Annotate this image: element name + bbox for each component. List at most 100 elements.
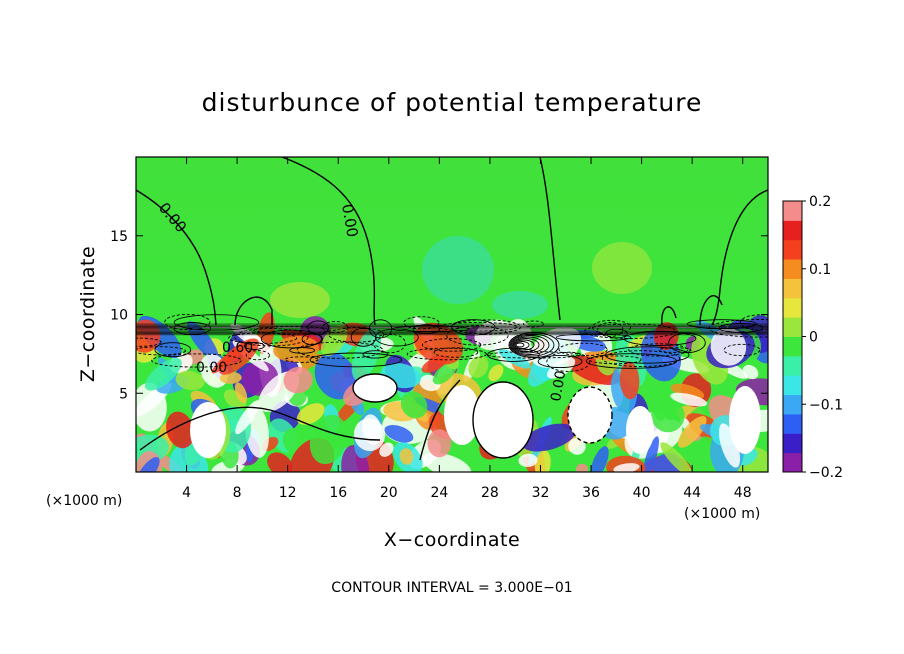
- colorbar-ticks: 0.2 0.1 0 −0.1 −0.2: [802, 194, 843, 481]
- x-tick-label: 16: [329, 485, 347, 501]
- field-blob: [670, 383, 705, 400]
- contour-line: [510, 335, 550, 355]
- colorbar-segment: [783, 394, 802, 415]
- contour-line: [352, 373, 398, 403]
- colorbar-segment: [783, 259, 802, 279]
- field-blob: [175, 370, 205, 391]
- colorbar-segment: [783, 317, 802, 337]
- x-tick-label: 4: [182, 485, 191, 501]
- contour-line: [289, 347, 316, 354]
- contour-line: [628, 343, 689, 357]
- contour-line: [487, 351, 581, 359]
- contour-line: [151, 353, 242, 368]
- field-blob: [399, 448, 414, 465]
- field-blob: [546, 357, 576, 379]
- contour-line: [243, 342, 265, 350]
- colorbar-segment: [783, 375, 802, 396]
- field-blob: [518, 453, 538, 468]
- contour-label: 0.60: [222, 340, 253, 356]
- contour-line: [668, 332, 706, 354]
- contour-line: [601, 350, 681, 367]
- field-blob: [218, 338, 259, 375]
- contour-line: [512, 338, 540, 352]
- chart-title: disturbunce of potential temperature: [202, 88, 703, 117]
- vortex-core: [444, 385, 480, 445]
- field-blob: [660, 442, 693, 472]
- field-blob: [488, 364, 504, 382]
- contour-line: [154, 342, 192, 358]
- field-blob: [590, 446, 609, 472]
- x-axis-unit: (×1000 m): [684, 506, 760, 522]
- plot-area: [136, 157, 768, 472]
- field-blob: [619, 361, 640, 400]
- colorbar-tick-label: −0.1: [809, 397, 843, 413]
- contour-line: [592, 319, 631, 335]
- contour-line: [539, 157, 561, 321]
- field-blob: [136, 457, 160, 472]
- contour-line: [322, 321, 349, 334]
- x-axis: 4 8 12 16 20 24 28 32 36 40 44 48: [182, 157, 752, 501]
- contour-line: [537, 354, 583, 369]
- contour-line: [136, 189, 217, 326]
- field-blob: [145, 358, 182, 391]
- field-blob: [642, 436, 659, 472]
- field-blob: [670, 392, 708, 407]
- x-tick-label: 36: [582, 485, 600, 501]
- colorbar-segment: [783, 433, 802, 454]
- contour-line: [245, 350, 270, 361]
- colorbar-tick-label: 0: [809, 330, 818, 346]
- vortex-core: [568, 387, 612, 443]
- contour-line: [567, 386, 613, 444]
- field-blob: [742, 364, 759, 380]
- field-blob: [498, 349, 531, 369]
- field-blob: [468, 356, 489, 378]
- field-blob: [283, 366, 313, 394]
- field-blob: [219, 371, 242, 384]
- colorbar-tick-label: 0.2: [809, 194, 831, 210]
- contour-line: [164, 313, 211, 331]
- contour-line: [438, 321, 518, 332]
- contour-label: 0.00: [196, 360, 227, 376]
- field-blob: [234, 382, 248, 404]
- field-blob: [314, 352, 357, 400]
- x-axis-title: X−coordinate: [384, 529, 520, 551]
- contour-line: [136, 337, 162, 347]
- field-blob: [422, 452, 472, 472]
- contour-line: [658, 347, 692, 353]
- contour-line: [511, 336, 545, 354]
- contour-line: [546, 351, 591, 372]
- colorbar-segment: [783, 355, 802, 376]
- y-tick-label: 15: [110, 229, 128, 245]
- colorbar-segment: [783, 278, 802, 299]
- contour-line: [472, 381, 534, 459]
- vortex-core: [729, 386, 761, 454]
- field-blob: [309, 414, 348, 465]
- contour-line: [718, 323, 763, 334]
- x-tick-label: 28: [481, 485, 499, 501]
- contour-line: [513, 339, 535, 351]
- contour-line: [234, 296, 273, 326]
- contour-line: [284, 356, 319, 363]
- contour-line: [403, 316, 440, 330]
- colorbar-segment: [783, 201, 802, 221]
- contour-line: [585, 353, 678, 369]
- contour-line: [508, 332, 560, 358]
- contour-line: [419, 379, 461, 461]
- vortex-core: [626, 406, 654, 454]
- field-blob: [384, 424, 414, 443]
- field-blob: [136, 319, 161, 353]
- x-tick-label: 44: [683, 485, 701, 501]
- field-blob: [267, 452, 293, 472]
- x-tick-label: 8: [233, 485, 242, 501]
- contour-line: [708, 319, 768, 338]
- x-tick-label: 32: [532, 485, 550, 501]
- y-axis-title: Z−coordinate: [77, 246, 99, 382]
- contour-lines-dense: [136, 313, 768, 372]
- contour-line: [597, 322, 624, 337]
- contour-line: [515, 342, 525, 348]
- contour-line: [281, 157, 376, 326]
- x-tick-label: 20: [380, 485, 398, 501]
- contour-line: [446, 325, 509, 346]
- colorbar-segment: [783, 220, 802, 241]
